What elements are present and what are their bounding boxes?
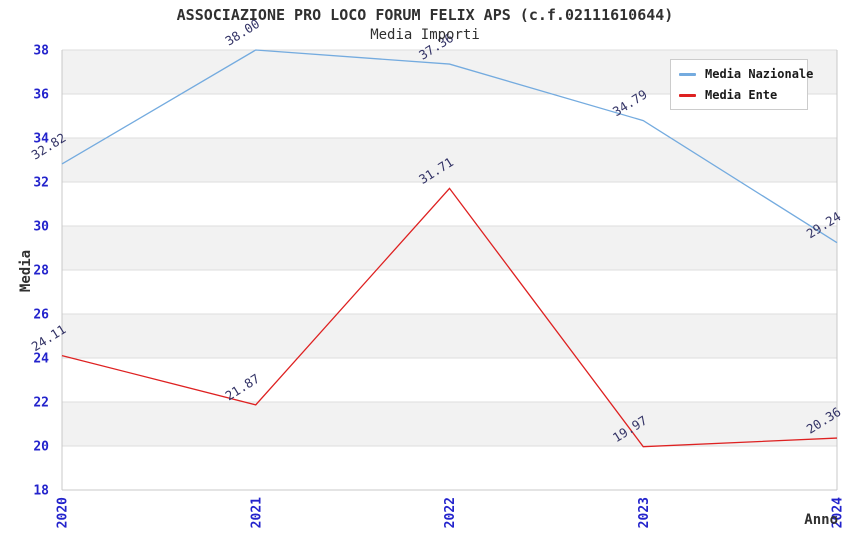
- y-tick-label: 18: [33, 484, 49, 499]
- x-tick-label: 2020: [56, 497, 71, 528]
- y-tick-label: 36: [33, 88, 49, 103]
- plot-band: [62, 314, 837, 358]
- series-line-media-ente: [61, 187, 838, 448]
- y-tick-label: 20: [33, 440, 49, 455]
- legend: Media Nazionale Media Ente: [670, 59, 813, 110]
- x-tick-label: 2024: [831, 497, 846, 528]
- y-tick-label: 30: [33, 220, 49, 235]
- plot-band: [62, 226, 837, 270]
- y-tick-label: 32: [33, 176, 49, 191]
- legend-item-media-nazionale: Media Nazionale: [679, 67, 813, 81]
- plot-band: [62, 446, 837, 490]
- plot-band: [62, 138, 837, 182]
- plot-band: [62, 402, 837, 446]
- y-tick-label: 34: [33, 132, 49, 147]
- legend-swatch-media-ente: [679, 93, 696, 97]
- y-tick-label: 22: [33, 396, 49, 411]
- y-tick-label: 26: [33, 308, 49, 323]
- x-tick-label: 2023: [637, 497, 652, 528]
- legend-label-media-nazionale: Media Nazionale: [705, 67, 814, 81]
- x-tick-label: 2021: [249, 497, 264, 528]
- legend-swatch-media-nazionale: [679, 72, 696, 76]
- chart-title: ASSOCIAZIONE PRO LOCO FORUM FELIX APS (c…: [176, 6, 674, 24]
- series-line-media-nazionale: [61, 49, 838, 244]
- y-axis-title: Media: [18, 249, 34, 293]
- y-tick-label: 38: [33, 44, 49, 59]
- y-tick-label: 24: [33, 352, 49, 367]
- plot-band: [62, 270, 837, 314]
- x-tick-label: 2022: [443, 497, 458, 528]
- y-tick-label: 28: [33, 264, 49, 279]
- x-axis-title: Anno: [804, 512, 838, 528]
- plot-band: [62, 358, 837, 402]
- chart-subtitle: Media Importi: [370, 27, 480, 43]
- legend-item-media-ente: Media Ente: [679, 88, 798, 102]
- legend-label-media-ente: Media Ente: [705, 88, 778, 102]
